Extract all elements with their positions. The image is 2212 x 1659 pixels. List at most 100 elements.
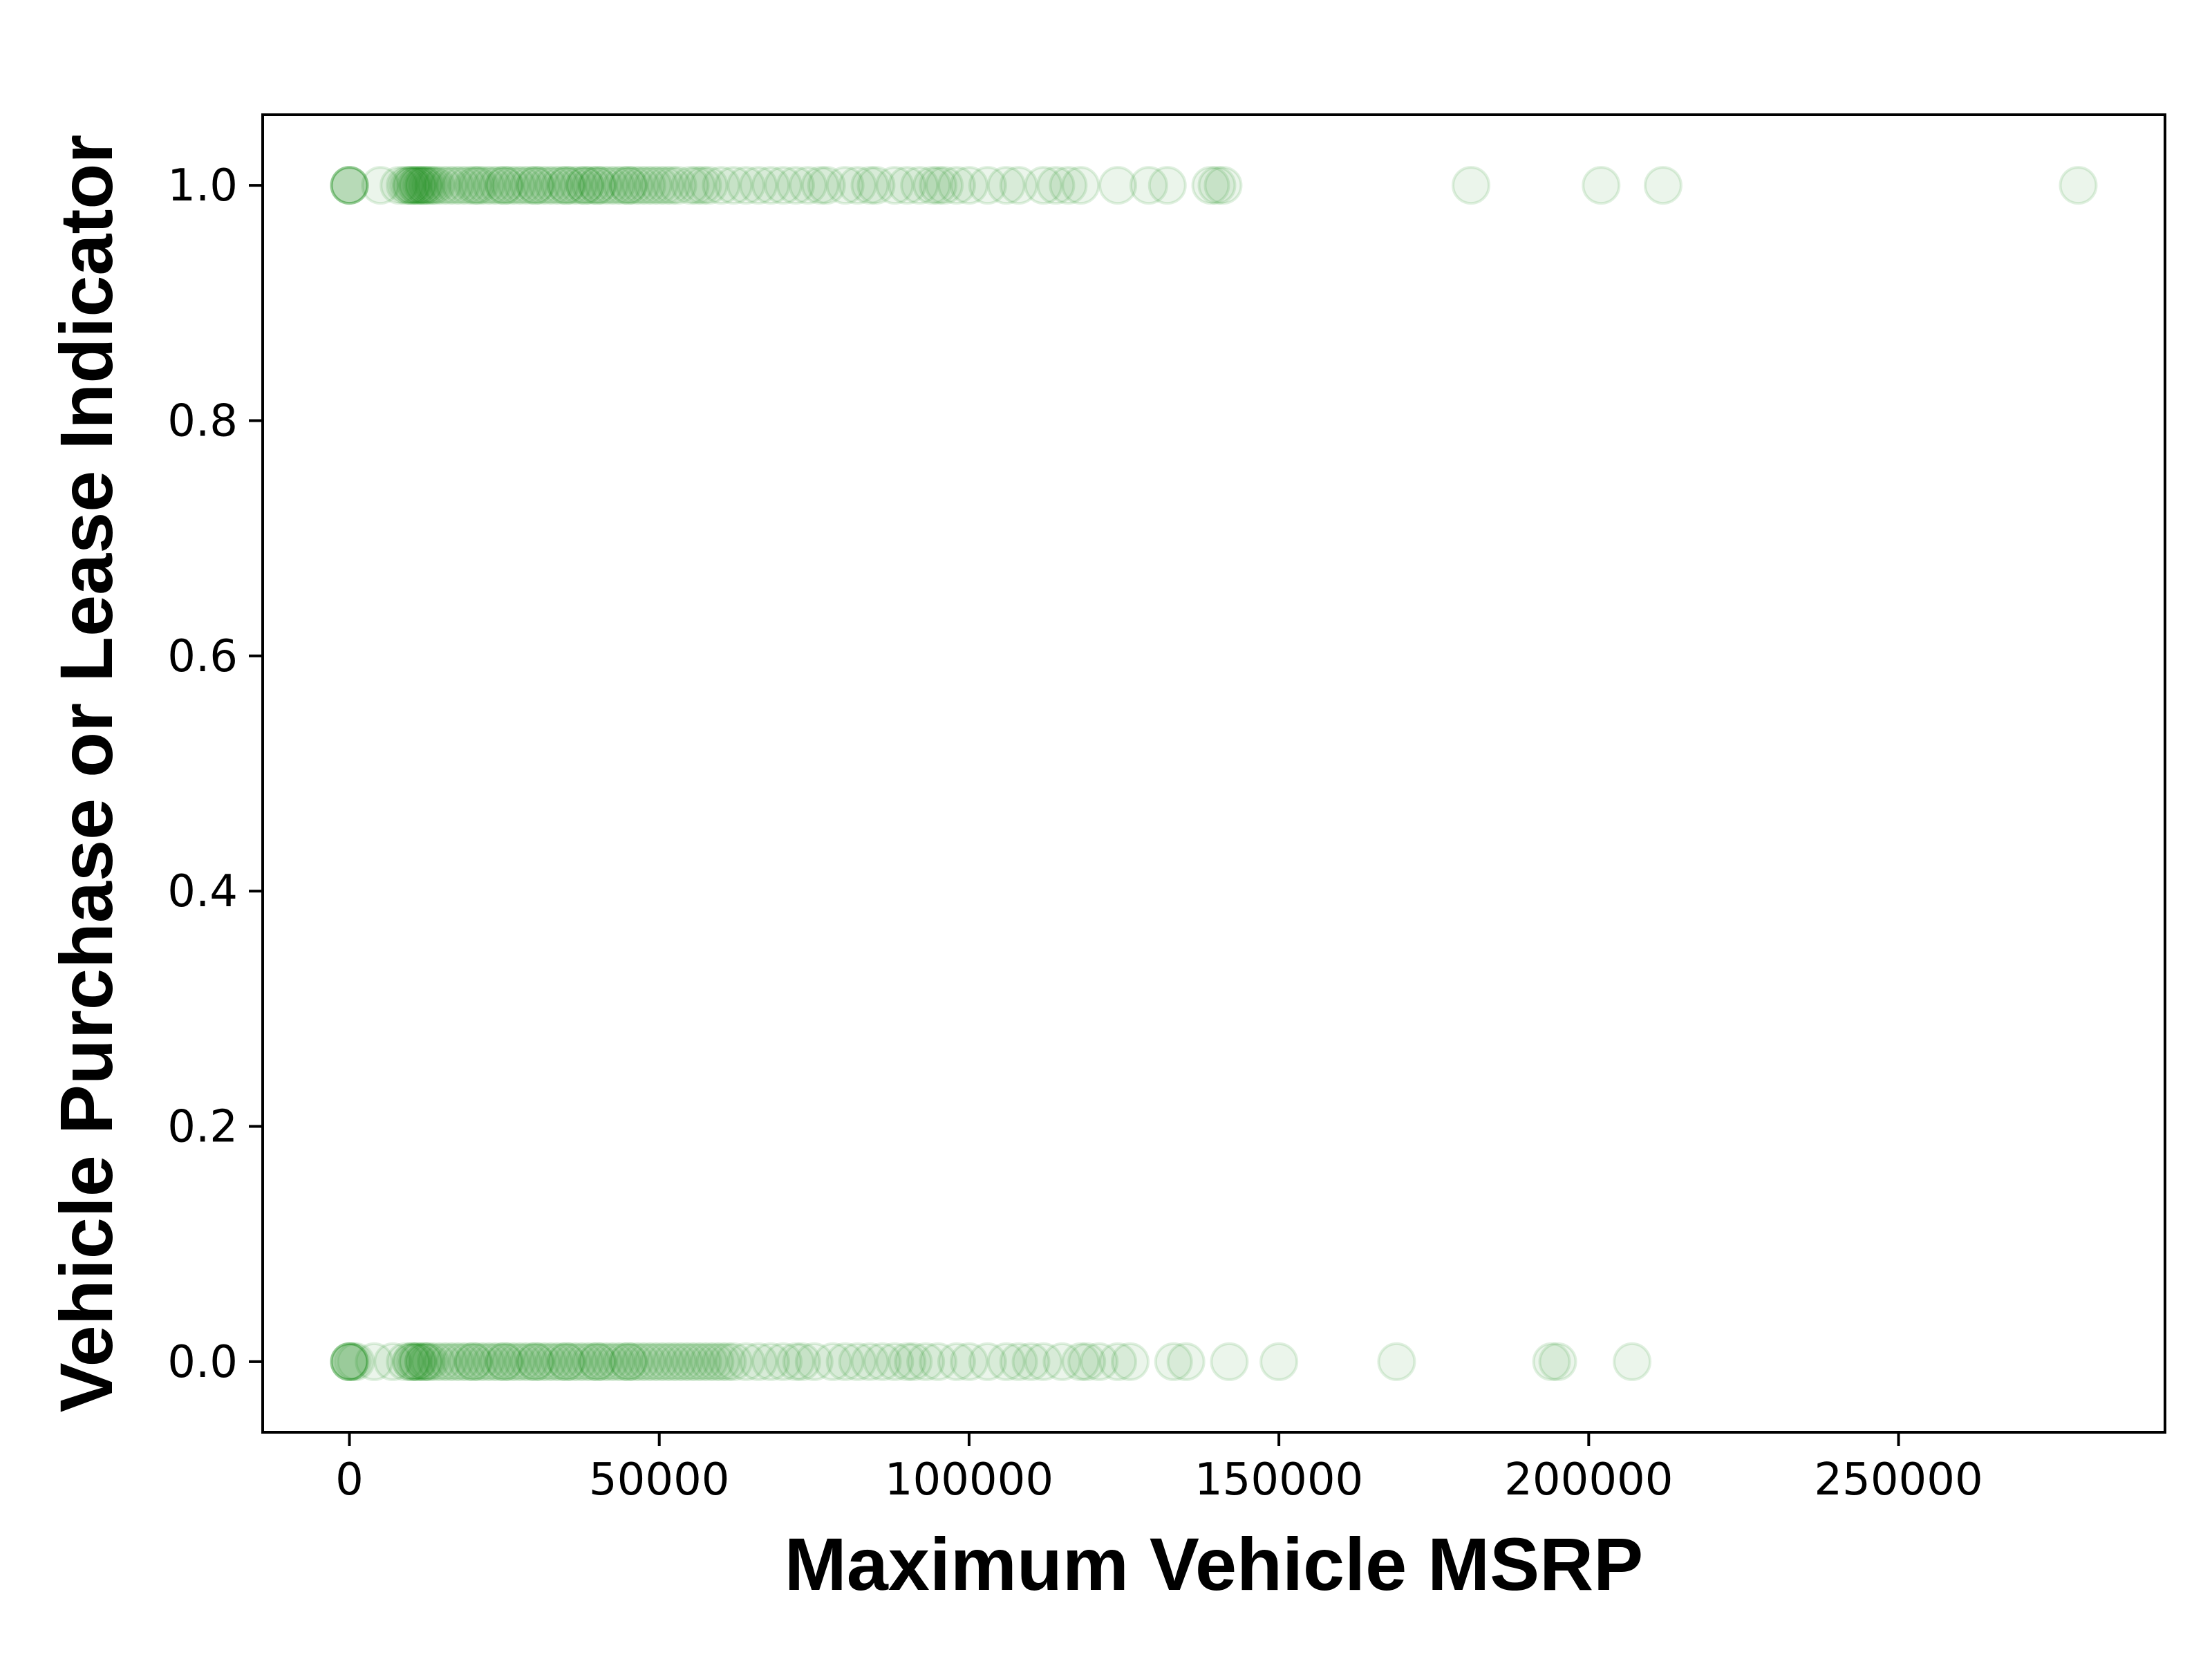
data-point	[968, 166, 1007, 205]
data-point	[379, 166, 419, 205]
data-point	[422, 166, 462, 205]
data-point	[671, 1342, 710, 1381]
data-point	[888, 166, 927, 205]
data-point	[466, 166, 505, 205]
data-point	[608, 1342, 648, 1381]
data-point	[416, 1342, 456, 1381]
data-point	[491, 1342, 530, 1381]
data-point	[522, 1342, 561, 1381]
data-point	[1024, 1342, 1063, 1381]
data-point	[1582, 166, 1621, 205]
data-point	[1098, 1342, 1138, 1381]
data-point	[776, 166, 815, 205]
data-point	[509, 1342, 549, 1381]
data-point	[330, 166, 369, 205]
data-point	[497, 1342, 536, 1381]
data-point	[330, 166, 369, 205]
data-point	[813, 1342, 852, 1381]
data-point	[875, 166, 915, 205]
data-point	[395, 166, 434, 205]
data-point	[1011, 1342, 1051, 1381]
data-point	[671, 166, 710, 205]
x-tick-label: 250000	[1814, 1454, 1983, 1506]
y-axis-ticks: 0.0 0.2 0.4 0.6 0.8 1.0	[167, 160, 263, 1388]
data-point	[986, 166, 1026, 205]
plot-frame	[261, 113, 2166, 1434]
data-point	[547, 1342, 586, 1381]
data-points	[330, 166, 2098, 1381]
y-tick-label: 0.0	[167, 1337, 238, 1388]
data-point	[478, 166, 518, 205]
data-point	[528, 1342, 568, 1381]
data-point	[1049, 166, 1088, 205]
data-point	[919, 1342, 958, 1381]
data-point	[850, 1342, 890, 1381]
data-point	[949, 1342, 988, 1381]
x-tick-label: 200000	[1504, 1454, 1673, 1506]
data-point	[888, 1342, 927, 1381]
data-point	[404, 1342, 444, 1381]
data-point	[702, 1342, 741, 1381]
data-point	[565, 166, 605, 205]
data-point	[658, 1342, 697, 1381]
data-point	[714, 1342, 753, 1381]
y-tick-label: 1.0	[167, 160, 238, 212]
data-point	[782, 1342, 821, 1381]
data-point	[621, 1342, 660, 1381]
x-tick-label: 0	[335, 1454, 364, 1506]
data-point	[590, 166, 629, 205]
data-point	[392, 1342, 431, 1381]
data-point	[788, 166, 827, 205]
data-point	[407, 166, 447, 205]
data-point	[1532, 1342, 1571, 1381]
data-point	[1061, 166, 1100, 205]
data-point	[553, 166, 592, 205]
data-point	[1061, 1342, 1100, 1381]
data-point	[435, 1342, 474, 1381]
data-point	[453, 1342, 493, 1381]
data-point	[453, 166, 493, 205]
data-point	[411, 166, 450, 205]
data-point	[776, 1342, 815, 1381]
data-point	[856, 166, 896, 205]
data-point	[652, 166, 691, 205]
data-point	[639, 1342, 679, 1381]
data-point	[528, 166, 568, 205]
data-point	[875, 1342, 915, 1381]
data-point	[590, 1342, 629, 1381]
data-point	[503, 1342, 543, 1381]
data-point	[633, 1342, 673, 1381]
data-point	[1166, 1342, 1206, 1381]
data-point	[578, 166, 617, 205]
data-point	[392, 166, 431, 205]
data-point	[800, 166, 840, 205]
data-point	[522, 166, 561, 205]
data-point	[485, 1342, 524, 1381]
x-tick-label: 100000	[885, 1454, 1053, 1506]
data-point	[646, 166, 685, 205]
data-point	[578, 1342, 617, 1381]
data-point	[1067, 1342, 1107, 1381]
data-point	[361, 166, 400, 205]
data-point	[838, 166, 877, 205]
data-point	[1538, 1342, 1577, 1381]
data-point	[447, 1342, 487, 1381]
data-point	[388, 166, 428, 205]
data-point	[559, 166, 599, 205]
data-point	[413, 166, 453, 205]
x-axis-ticks: 0 50000 100000 150000 200000 250000	[335, 1432, 1983, 1506]
data-point	[485, 166, 524, 205]
data-point	[534, 166, 574, 205]
y-tick-label: 0.2	[167, 1102, 238, 1153]
data-point	[695, 1342, 735, 1381]
data-point	[404, 166, 444, 205]
data-point	[460, 1342, 499, 1381]
data-point	[516, 166, 555, 205]
data-point	[739, 166, 778, 205]
x-tick-label: 150000	[1194, 1454, 1363, 1506]
data-point	[596, 166, 635, 205]
data-point	[429, 1342, 468, 1381]
data-point	[615, 166, 654, 205]
data-point	[708, 1342, 747, 1381]
data-point	[478, 1342, 518, 1381]
